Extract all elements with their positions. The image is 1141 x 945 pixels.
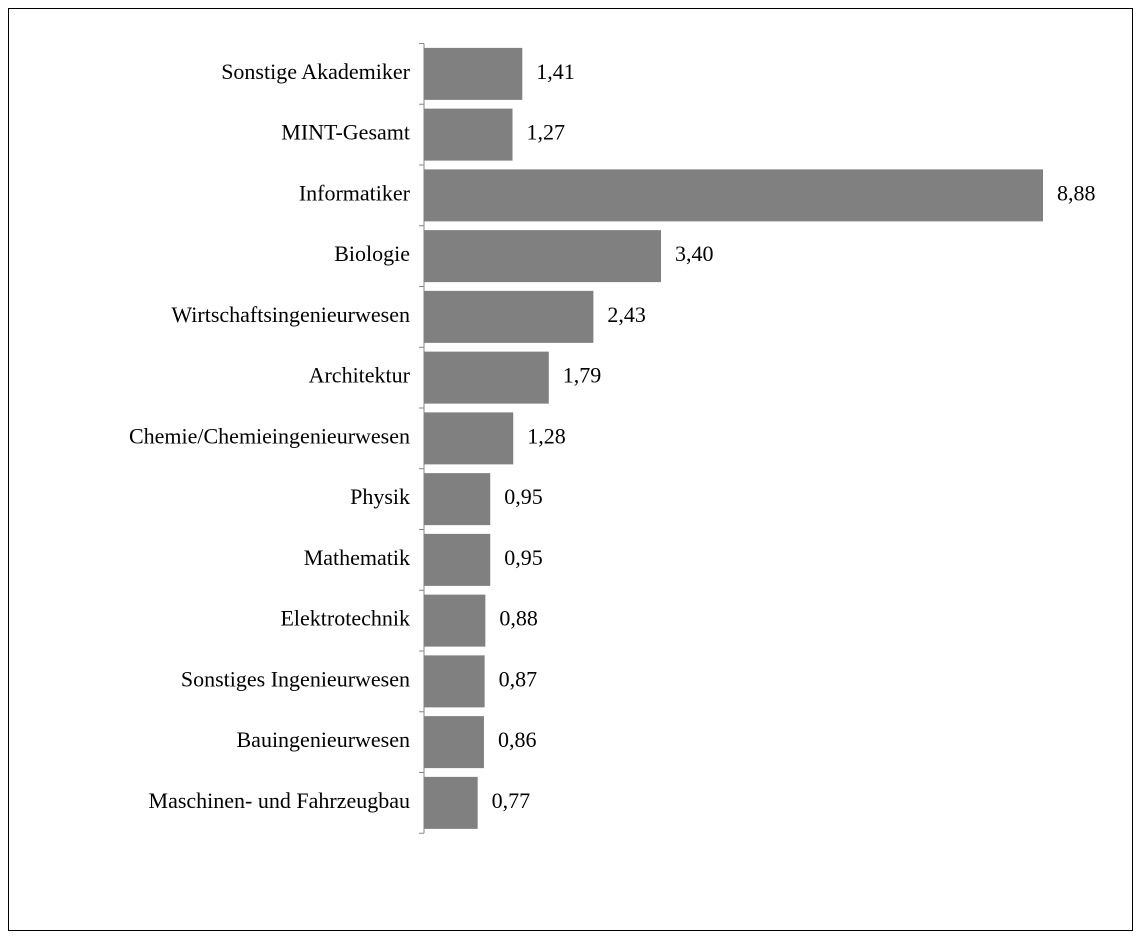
value-label: 0,95 bbox=[504, 545, 542, 570]
value-label: 1,41 bbox=[536, 59, 575, 84]
value-label: 8,88 bbox=[1057, 180, 1096, 205]
value-label: 1,27 bbox=[527, 120, 566, 145]
bar bbox=[424, 473, 491, 526]
category-label: MINT-Gesamt bbox=[281, 120, 410, 145]
bar bbox=[424, 108, 513, 161]
value-label: 3,40 bbox=[675, 241, 714, 266]
bar bbox=[424, 716, 484, 769]
bar bbox=[424, 594, 486, 647]
value-label: 1,79 bbox=[563, 363, 602, 388]
value-label: 1,28 bbox=[527, 423, 566, 448]
category-label: Biologie bbox=[334, 241, 410, 266]
category-label: Maschinen- und Fahrzeugbau bbox=[149, 788, 410, 813]
value-label: 2,43 bbox=[607, 302, 646, 327]
category-label: Elektrotechnik bbox=[280, 606, 410, 631]
bar bbox=[424, 533, 491, 586]
category-label: Physik bbox=[350, 484, 410, 509]
value-label: 0,77 bbox=[492, 788, 531, 813]
value-label: 0,86 bbox=[498, 727, 537, 752]
chart-frame bbox=[8, 8, 1133, 931]
category-label: Bauingenieurwesen bbox=[237, 727, 411, 752]
category-label: Chemie/Chemieingenieurwesen bbox=[129, 423, 410, 448]
category-label: Mathematik bbox=[304, 545, 410, 570]
value-label: 0,87 bbox=[499, 666, 538, 691]
bar bbox=[424, 412, 514, 465]
bar bbox=[424, 351, 549, 404]
category-label: Sonstige Akademiker bbox=[221, 59, 410, 84]
bar bbox=[424, 655, 485, 708]
category-label: Sonstiges Ingenieurwesen bbox=[181, 666, 410, 691]
category-label: Architektur bbox=[309, 363, 411, 388]
category-label: Wirtschaftsingenieurwesen bbox=[171, 302, 410, 327]
value-label: 0,88 bbox=[499, 606, 538, 631]
bar bbox=[424, 776, 478, 829]
bar bbox=[424, 230, 662, 283]
value-label: 0,95 bbox=[504, 484, 542, 509]
bar bbox=[424, 47, 523, 100]
category-label: Informatiker bbox=[299, 180, 411, 205]
bar bbox=[424, 169, 1043, 222]
bar bbox=[424, 290, 594, 343]
